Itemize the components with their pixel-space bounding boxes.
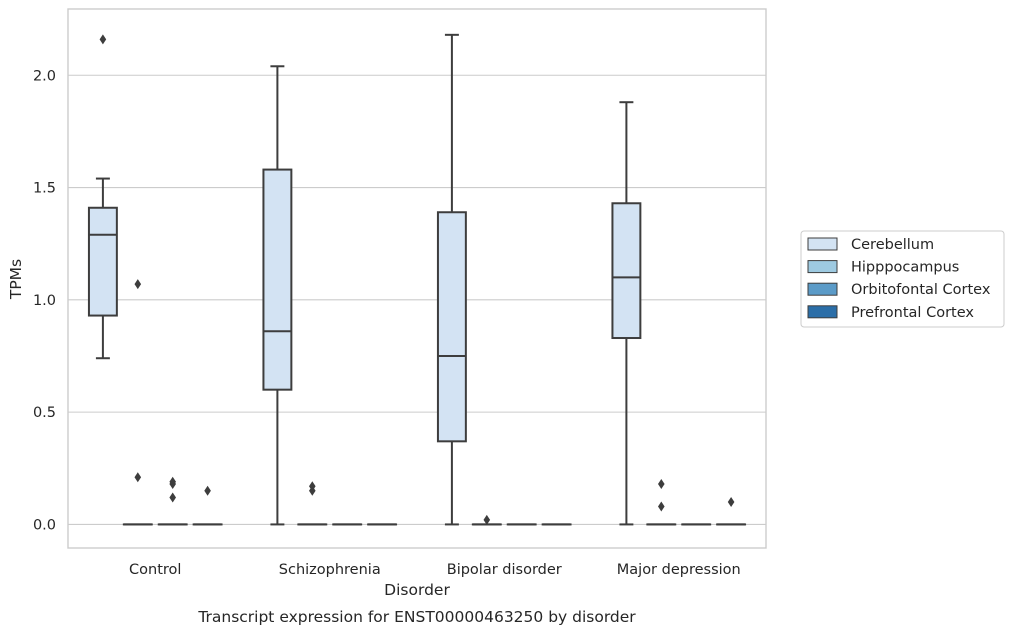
x-tick-labels: Control Schizophrenia Bipolar disorder Majo… bbox=[129, 562, 741, 578]
box-3-3 bbox=[716, 496, 747, 526]
box-3-0 bbox=[611, 101, 642, 526]
x-axis-title: Disorder bbox=[384, 581, 450, 599]
outlier-point bbox=[134, 472, 142, 483]
y-axis-title: TPMs bbox=[7, 259, 25, 300]
box-2-0 bbox=[436, 33, 467, 526]
y-tick-label: 0.5 bbox=[33, 405, 56, 421]
chart-caption: Transcript expression for ENST0000046325… bbox=[197, 608, 636, 626]
outlier-point bbox=[658, 478, 665, 489]
legend-item: Orbitofontal Cortex bbox=[807, 282, 991, 298]
legend-item: Hipppocampus bbox=[807, 260, 959, 276]
boxes bbox=[87, 33, 747, 526]
box-body bbox=[87, 206, 118, 317]
box-3-1 bbox=[646, 478, 677, 526]
y-tick-label: 1.5 bbox=[33, 181, 56, 197]
grid-lines bbox=[68, 74, 766, 525]
outlier-point bbox=[204, 485, 211, 496]
outlier-point bbox=[169, 492, 176, 503]
legend-frame bbox=[800, 230, 1005, 328]
outlier-point bbox=[483, 514, 491, 525]
y-tick-labels: 0.0 0.5 1.0 1.5 2.0 bbox=[33, 68, 56, 533]
outlier-point bbox=[309, 481, 316, 492]
y-tick-label: 0.0 bbox=[33, 517, 56, 533]
outlier-point bbox=[658, 501, 665, 512]
legend-swatch bbox=[807, 282, 838, 296]
outlier-point bbox=[134, 279, 142, 290]
legend-label: Hipppocampus bbox=[851, 260, 959, 276]
box-1-0 bbox=[262, 65, 293, 526]
legend-swatch bbox=[807, 305, 838, 319]
legend-item: Prefrontal Cortex bbox=[807, 305, 974, 321]
x-tick-label: Major depression bbox=[617, 562, 741, 578]
legend-swatch bbox=[807, 260, 838, 274]
box-body bbox=[611, 202, 642, 340]
box-body bbox=[262, 168, 293, 391]
box-0-3 bbox=[192, 485, 223, 526]
y-tick-label: 2.0 bbox=[33, 68, 56, 84]
outlier-point bbox=[169, 476, 176, 487]
legend-item: Cerebellum bbox=[807, 237, 934, 253]
x-tick-label: Schizophrenia bbox=[279, 562, 381, 578]
legend-label: Orbitofontal Cortex bbox=[851, 282, 991, 298]
box-body bbox=[436, 211, 467, 443]
legend-label: Cerebellum bbox=[851, 237, 934, 253]
box-0-0 bbox=[87, 34, 118, 360]
plot-frame bbox=[67, 8, 767, 549]
legend-label: Prefrontal Cortex bbox=[851, 305, 974, 321]
box-0-2 bbox=[157, 476, 188, 526]
outlier-point bbox=[99, 34, 107, 45]
legend: Cerebellum Hipppocampus Orbitofontal Corte… bbox=[800, 230, 1005, 328]
legend-swatch bbox=[807, 237, 838, 251]
box-1-1 bbox=[297, 481, 328, 526]
x-tick-label: Bipolar disorder bbox=[447, 562, 562, 578]
box-0-1 bbox=[122, 279, 153, 526]
outlier-point bbox=[727, 496, 735, 507]
y-tick-label: 1.0 bbox=[33, 293, 56, 309]
box-2-1 bbox=[471, 514, 502, 526]
x-tick-label: Control bbox=[129, 562, 181, 578]
